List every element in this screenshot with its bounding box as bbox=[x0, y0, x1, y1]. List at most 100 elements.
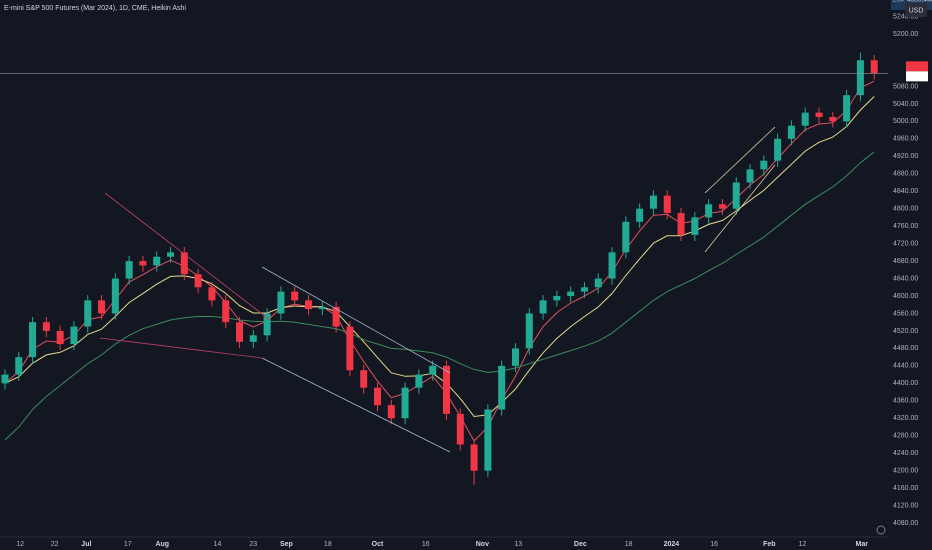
plot-area bbox=[0, 52, 888, 485]
candle-body bbox=[636, 208, 644, 222]
drawings bbox=[99, 126, 776, 453]
trend-line bbox=[261, 266, 451, 374]
candle-body bbox=[249, 335, 257, 342]
candle-body bbox=[153, 256, 161, 266]
x-tick-label: Sep bbox=[280, 541, 293, 548]
candle-body bbox=[125, 261, 133, 279]
candle-body bbox=[843, 95, 851, 122]
settings-icon[interactable] bbox=[876, 525, 886, 535]
y-tick-label: 4320.00 bbox=[893, 415, 918, 422]
candle-body bbox=[111, 278, 119, 314]
y-tick-label: 4440.00 bbox=[893, 363, 918, 370]
y-tick-label: 5200.00 bbox=[893, 31, 918, 38]
y-tick-label: 4920.00 bbox=[893, 153, 918, 160]
y-tick-label: 4280.00 bbox=[893, 433, 918, 440]
candle-body bbox=[829, 117, 837, 122]
candle-body bbox=[870, 60, 878, 74]
candle-body bbox=[291, 291, 299, 301]
y-tick-label: 4840.00 bbox=[893, 188, 918, 195]
x-tick-label: 14 bbox=[214, 541, 222, 548]
candle-body bbox=[553, 296, 561, 301]
x-tick-label: Nov bbox=[476, 541, 489, 548]
x-tick-label: 16 bbox=[710, 541, 718, 548]
y-tick-label: 4880.00 bbox=[893, 171, 918, 178]
candle-body bbox=[222, 300, 230, 323]
trend-line bbox=[99, 337, 263, 359]
candle-body bbox=[415, 374, 423, 388]
candle-body bbox=[484, 409, 492, 471]
candle-body bbox=[774, 138, 782, 161]
candle-body bbox=[622, 221, 630, 253]
candle-body bbox=[167, 252, 175, 257]
candle-body bbox=[305, 300, 313, 310]
moving-average bbox=[4, 80, 875, 442]
y-tick-label: 4520.00 bbox=[893, 328, 918, 335]
candle-body bbox=[580, 287, 588, 292]
y-tick-label: 5240.00 bbox=[893, 13, 918, 20]
candle-body bbox=[277, 291, 285, 314]
candle-body bbox=[856, 60, 864, 96]
trend-line bbox=[704, 164, 776, 253]
x-tick-label: Dec bbox=[574, 541, 587, 548]
candle-body bbox=[263, 313, 271, 336]
candle-body bbox=[760, 160, 768, 170]
x-tick-label: 12 bbox=[16, 541, 24, 548]
y-tick-label: 5080.00 bbox=[893, 83, 918, 90]
candle-body bbox=[139, 261, 147, 266]
candle-body bbox=[84, 300, 92, 327]
candle-body bbox=[787, 125, 795, 139]
currency-button[interactable] bbox=[905, 3, 927, 17]
candle-body bbox=[29, 322, 37, 358]
x-tick-label: 23 bbox=[249, 541, 257, 548]
x-tick-label: 22 bbox=[51, 541, 59, 548]
y-tick-label: 4800.00 bbox=[893, 206, 918, 213]
candle-body bbox=[318, 306, 326, 310]
y-tick-label: 4120.00 bbox=[893, 502, 918, 509]
candle-body bbox=[346, 326, 354, 371]
candle-body bbox=[1, 374, 9, 384]
y-tick-label: 4600.00 bbox=[893, 293, 918, 300]
x-tick-label: 18 bbox=[324, 541, 332, 548]
candle-body bbox=[801, 112, 809, 126]
y-tick-label: 4760.00 bbox=[893, 223, 918, 230]
candle-body bbox=[649, 195, 657, 209]
x-tick-label: 16 bbox=[422, 541, 430, 548]
low-label: Low bbox=[893, 0, 905, 4]
candle-body bbox=[401, 387, 409, 419]
candle-body bbox=[732, 182, 740, 209]
x-tick-label: Aug bbox=[155, 541, 169, 548]
candle-body bbox=[56, 330, 64, 345]
candle-body bbox=[663, 195, 671, 214]
x-tick-label: Jul bbox=[81, 541, 91, 548]
x-tick-label: Oct bbox=[372, 541, 384, 548]
currency-label: USD bbox=[909, 7, 924, 14]
y-tick-label: 5040.00 bbox=[893, 101, 918, 108]
candle-body bbox=[208, 287, 216, 301]
last-price-box bbox=[906, 61, 928, 72]
countdown-box bbox=[906, 71, 928, 82]
candle-body bbox=[42, 322, 50, 331]
candle-body bbox=[456, 413, 464, 445]
candle-body bbox=[373, 387, 381, 406]
y-tick-label: 4720.00 bbox=[893, 240, 918, 247]
x-tick-label: 13 bbox=[514, 541, 522, 548]
candle-body bbox=[539, 300, 547, 314]
candle-body bbox=[705, 204, 713, 218]
candle-body bbox=[815, 112, 823, 118]
y-tick-label: 4640.00 bbox=[893, 275, 918, 282]
y-tick-label: 4160.00 bbox=[893, 485, 918, 492]
candle-body bbox=[194, 274, 202, 288]
candle-body bbox=[442, 365, 450, 414]
candle-body bbox=[567, 291, 575, 297]
x-tick-label: Feb bbox=[763, 541, 775, 548]
candle-body bbox=[70, 326, 78, 345]
candle-body bbox=[677, 213, 685, 235]
trend-line bbox=[704, 126, 776, 194]
trend-line bbox=[261, 357, 451, 453]
candle-body bbox=[594, 278, 602, 288]
y-tick-label: 4200.00 bbox=[893, 467, 918, 474]
y-tick-label: 4480.00 bbox=[893, 345, 918, 352]
candle-body bbox=[746, 169, 754, 183]
